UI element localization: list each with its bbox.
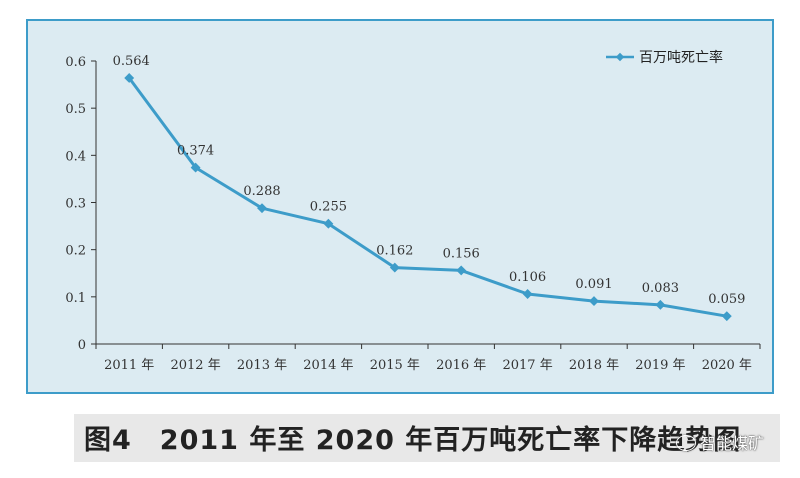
data-label: 0.288: [243, 184, 280, 199]
y-tick-label: 0.3: [65, 197, 86, 212]
y-tick-label: 0.1: [65, 291, 86, 306]
legend-label: 百万吨死亡率: [639, 49, 723, 66]
series-group: 0.564 0.374 0.288 0.255 0.162 0.156 0.106 0.091…: [113, 54, 745, 322]
watermark-text: 智能煤矿: [700, 434, 765, 453]
data-label: 0.059: [708, 292, 745, 307]
data-point: [257, 203, 267, 214]
caption-text: 2011 年至 2020 年百万吨死亡率下降趋势图: [159, 425, 742, 456]
figure-caption: 图4 2011 年至 2020 年百万吨死亡率下降趋势图: [84, 418, 741, 457]
y-tick-label: 0.5: [65, 102, 86, 117]
data-label: 0.106: [509, 270, 546, 285]
data-label: 0.374: [177, 144, 214, 159]
legend: 百万吨死亡率: [606, 49, 723, 66]
x-tick-label: 2015 年: [370, 358, 420, 373]
figure-number: 图4: [84, 425, 132, 456]
data-point: [323, 218, 334, 229]
data-point: [190, 162, 201, 173]
y-axis-ticks: 0 0.1 0.2 0.3 0.4 0.5 0.6: [65, 55, 96, 353]
data-label: 0.091: [575, 277, 612, 292]
data-label: 0.083: [642, 281, 679, 296]
x-tick-label: 2016 年: [436, 358, 486, 373]
x-axis-ticks: 2011 年 2012 年 2013 年 2014 年 2015 年 2016 年 2017…: [95, 344, 761, 373]
data-point: [655, 299, 666, 310]
line-chart: 00.10.20.30.40.50.6 2011 年 2012 年 2013 年 20…: [65, 49, 761, 373]
y-tick-label: 0.2: [65, 244, 86, 259]
x-tick-label: 2012 年: [170, 358, 220, 373]
data-label: 0.162: [376, 244, 413, 259]
x-tick-label: 2018 年: [569, 358, 619, 373]
x-tick-label: 2014 年: [303, 358, 353, 373]
y-tick-label: 0.4: [65, 149, 86, 164]
x-tick-label: 2017 年: [502, 358, 552, 373]
wechat-icon: [676, 435, 696, 451]
data-point: [721, 311, 732, 322]
data-label: 0.255: [310, 200, 347, 215]
legend-marker: [615, 52, 625, 62]
y-tick-label: 0: [78, 338, 86, 353]
data-point: [522, 289, 533, 299]
data-point: [456, 265, 467, 276]
y-tick-label: 0.6: [65, 55, 86, 70]
chart-frame: 0 0.1 0.2 0.3 0.4 0.5 0.6 2011 年 2012 年 2013 年 20…: [26, 19, 774, 394]
caption-background: [74, 414, 780, 462]
x-tick-label: 2019 年: [635, 358, 685, 373]
x-tick-label: 2011 年: [104, 358, 154, 373]
x-tick-label: 2020 年: [702, 358, 752, 373]
series-line: [127, 77, 728, 318]
data-label: 0.564: [113, 54, 150, 69]
x-tick-label: 2013 年: [237, 358, 287, 373]
data-point: [589, 296, 599, 307]
watermark: 智能煤矿: [676, 430, 764, 454]
data-point: [124, 73, 135, 83]
data-label: 0.156: [443, 246, 480, 261]
